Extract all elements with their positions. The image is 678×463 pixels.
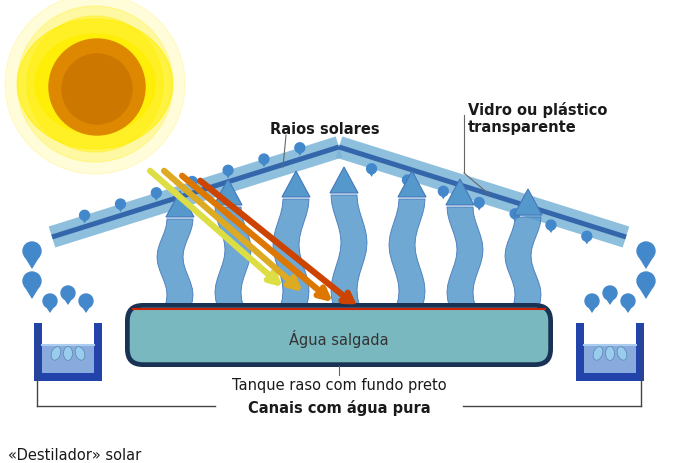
Circle shape bbox=[49, 40, 145, 136]
Polygon shape bbox=[52, 145, 340, 240]
Polygon shape bbox=[153, 194, 161, 201]
Polygon shape bbox=[224, 172, 232, 179]
Ellipse shape bbox=[64, 347, 73, 361]
Circle shape bbox=[23, 243, 41, 260]
FancyBboxPatch shape bbox=[128, 307, 550, 364]
Circle shape bbox=[223, 166, 233, 176]
Polygon shape bbox=[24, 287, 40, 300]
Polygon shape bbox=[336, 137, 629, 248]
Polygon shape bbox=[296, 150, 304, 156]
Polygon shape bbox=[331, 195, 367, 314]
Bar bbox=[34, 373, 102, 381]
Circle shape bbox=[61, 287, 75, 300]
Circle shape bbox=[295, 144, 305, 153]
Circle shape bbox=[79, 211, 89, 221]
Ellipse shape bbox=[51, 347, 61, 360]
FancyBboxPatch shape bbox=[125, 303, 553, 367]
Bar bbox=[34, 323, 42, 381]
Circle shape bbox=[259, 155, 269, 165]
Polygon shape bbox=[604, 296, 616, 305]
Circle shape bbox=[367, 164, 376, 175]
Polygon shape bbox=[638, 257, 654, 269]
Circle shape bbox=[151, 188, 161, 198]
Polygon shape bbox=[505, 218, 541, 314]
Polygon shape bbox=[338, 145, 626, 240]
Circle shape bbox=[621, 294, 635, 308]
Polygon shape bbox=[586, 304, 598, 313]
Text: Raios solares: Raios solares bbox=[270, 122, 380, 137]
Circle shape bbox=[187, 177, 197, 187]
Circle shape bbox=[43, 294, 57, 308]
Polygon shape bbox=[622, 304, 634, 313]
Polygon shape bbox=[80, 304, 92, 313]
Polygon shape bbox=[62, 296, 74, 305]
Circle shape bbox=[62, 55, 132, 125]
Circle shape bbox=[603, 287, 617, 300]
Polygon shape bbox=[514, 189, 542, 216]
Polygon shape bbox=[475, 204, 483, 211]
Circle shape bbox=[546, 220, 556, 231]
Ellipse shape bbox=[18, 20, 172, 150]
Polygon shape bbox=[117, 206, 125, 213]
Circle shape bbox=[79, 294, 93, 308]
Polygon shape bbox=[44, 304, 56, 313]
Polygon shape bbox=[547, 227, 555, 234]
Polygon shape bbox=[439, 193, 447, 200]
Circle shape bbox=[5, 0, 185, 175]
Polygon shape bbox=[166, 192, 194, 218]
Polygon shape bbox=[398, 172, 426, 198]
Polygon shape bbox=[446, 180, 474, 206]
Ellipse shape bbox=[35, 35, 155, 135]
Polygon shape bbox=[188, 183, 196, 190]
Bar bbox=[42, 345, 94, 373]
Ellipse shape bbox=[605, 347, 614, 361]
Polygon shape bbox=[511, 216, 519, 222]
Circle shape bbox=[23, 272, 41, 290]
Circle shape bbox=[115, 200, 125, 209]
Polygon shape bbox=[215, 207, 251, 314]
Ellipse shape bbox=[617, 347, 627, 360]
Bar bbox=[584, 345, 636, 373]
Bar bbox=[576, 323, 584, 381]
Polygon shape bbox=[81, 217, 89, 224]
Polygon shape bbox=[583, 238, 591, 245]
Bar bbox=[636, 323, 644, 381]
Circle shape bbox=[27, 17, 163, 153]
Polygon shape bbox=[49, 137, 342, 248]
Circle shape bbox=[474, 198, 484, 208]
Polygon shape bbox=[638, 287, 654, 300]
Polygon shape bbox=[214, 180, 242, 206]
Polygon shape bbox=[282, 172, 310, 198]
Bar bbox=[576, 373, 644, 381]
Polygon shape bbox=[24, 257, 40, 269]
Text: «Destilador» solar: «Destilador» solar bbox=[8, 447, 141, 462]
Ellipse shape bbox=[593, 347, 603, 360]
Polygon shape bbox=[367, 171, 376, 177]
Polygon shape bbox=[389, 200, 425, 314]
Circle shape bbox=[637, 272, 655, 290]
Circle shape bbox=[403, 175, 412, 186]
Text: Água salgada: Água salgada bbox=[290, 329, 388, 347]
Circle shape bbox=[637, 243, 655, 260]
Polygon shape bbox=[403, 182, 412, 189]
Circle shape bbox=[439, 187, 448, 197]
Circle shape bbox=[17, 7, 173, 163]
Bar bbox=[94, 323, 102, 381]
Text: Canais com água pura: Canais com água pura bbox=[247, 399, 431, 415]
Text: Tanque raso com fundo preto: Tanque raso com fundo preto bbox=[232, 377, 446, 392]
Polygon shape bbox=[447, 207, 483, 314]
Polygon shape bbox=[260, 161, 268, 168]
Polygon shape bbox=[273, 200, 309, 314]
Polygon shape bbox=[157, 219, 193, 314]
Circle shape bbox=[510, 209, 520, 219]
Circle shape bbox=[585, 294, 599, 308]
Polygon shape bbox=[330, 168, 358, 194]
Text: Vidro ou plástico
transparente: Vidro ou plástico transparente bbox=[468, 102, 607, 135]
Circle shape bbox=[582, 232, 592, 242]
Ellipse shape bbox=[75, 347, 85, 360]
